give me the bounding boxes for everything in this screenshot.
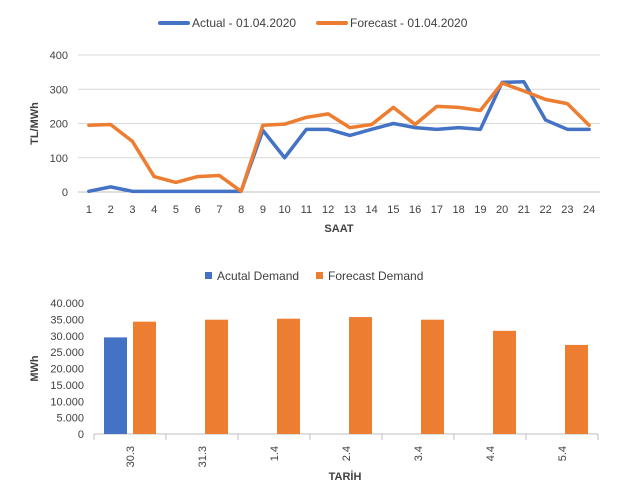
y-tick-label: 200 <box>50 119 68 131</box>
y-tick-label: 25.000 <box>50 347 84 359</box>
x-tick-label: 5.4 <box>557 446 569 461</box>
x-tick-label: 4.4 <box>485 446 497 461</box>
x-axis-title: TARİH <box>329 470 362 483</box>
x-tick-label: 21 <box>518 204 530 216</box>
x-tick-label: 12 <box>322 204 334 216</box>
y-tick-label: 10.000 <box>50 396 84 408</box>
x-tick-label: 1 <box>86 204 92 216</box>
x-tick-label: 1.4 <box>269 446 281 461</box>
bar-actual <box>104 337 127 434</box>
x-tick-label: 4 <box>151 204 157 216</box>
x-tick-label: 22 <box>540 204 552 216</box>
x-tick-label: 3.4 <box>413 446 425 461</box>
x-tick-label: 30.3 <box>125 446 137 467</box>
x-tick-label: 8 <box>238 204 244 216</box>
bar-forecast <box>421 319 444 434</box>
y-tick-label: 30.000 <box>50 331 84 343</box>
series-line-2 <box>87 81 591 194</box>
y-tick-label: 300 <box>50 84 68 96</box>
x-tick-label: 18 <box>453 204 465 216</box>
x-tick-label: 5 <box>173 204 179 216</box>
y-axis-title: MWh <box>29 355 41 382</box>
y-tick-label: 100 <box>50 153 68 165</box>
x-tick-label: 10 <box>279 204 291 216</box>
y-tick-label: 5.000 <box>56 413 84 425</box>
x-axis-title: SAAT <box>324 223 353 235</box>
legend-label-2: Forecast - 01.04.2020 <box>350 16 468 30</box>
legend-label-1: Acutal Demand <box>217 269 299 283</box>
y-tick-label: 0 <box>62 187 68 199</box>
x-tick-label: 7 <box>216 204 222 216</box>
legend-label-1: Actual - 01.04.2020 <box>192 16 296 30</box>
bar-forecast <box>133 321 156 434</box>
x-tick-label: 23 <box>561 204 573 216</box>
y-tick-label: 40.000 <box>50 298 84 310</box>
x-tick-label: 15 <box>387 204 399 216</box>
x-tick-label: 6 <box>195 204 201 216</box>
bar-forecast <box>205 319 228 434</box>
bar-forecast <box>349 317 372 434</box>
y-tick-label: 0 <box>78 429 84 441</box>
x-tick-label: 19 <box>474 204 486 216</box>
x-tick-label: 2 <box>108 204 114 216</box>
series-line-1 <box>87 79 591 194</box>
x-tick-label: 13 <box>344 204 356 216</box>
y-tick-label: 20.000 <box>50 364 84 376</box>
x-tick-label: 2.4 <box>341 446 353 461</box>
x-tick-label: 17 <box>431 204 443 216</box>
y-tick-label: 15.000 <box>50 380 84 392</box>
demand-bar-chart: 0 5.000 10.000 15.000 20.000 25.000 30.000 35.0… <box>29 269 599 483</box>
y-tick-label: 35.000 <box>50 314 84 326</box>
x-tick-label: 31.3 <box>197 446 209 467</box>
y-tick-label: 400 <box>50 50 68 62</box>
bar-forecast <box>277 318 300 434</box>
y-axis-title: TL/MWh <box>29 102 41 145</box>
x-tick-label: 11 <box>301 204 312 216</box>
legend-swatch-2 <box>316 272 323 279</box>
x-tick-label: 9 <box>260 204 266 216</box>
legend-swatch-1 <box>205 272 212 279</box>
x-tick-label: 16 <box>409 204 421 216</box>
x-tick-label: 20 <box>496 204 508 216</box>
bar-forecast <box>493 330 516 434</box>
x-tick-label: 24 <box>583 204 595 216</box>
x-tick-label: 14 <box>366 204 378 216</box>
bar-forecast <box>565 344 588 434</box>
legend-label-2: Forecast Demand <box>328 269 423 283</box>
x-tick-label: 3 <box>129 204 135 216</box>
